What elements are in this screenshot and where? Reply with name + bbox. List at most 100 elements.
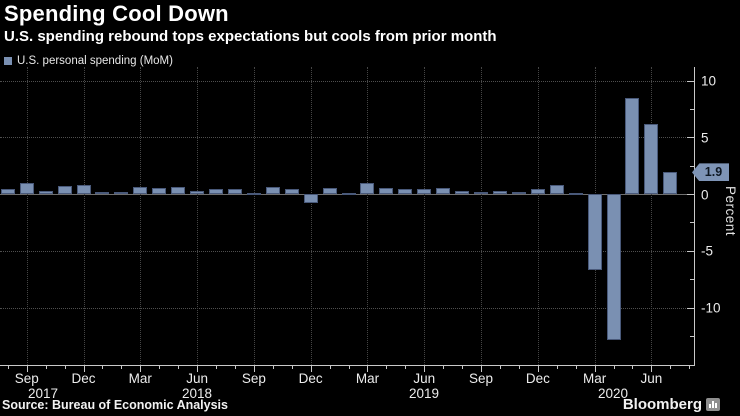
gridline-horizontal — [0, 137, 694, 139]
bar — [549, 184, 564, 194]
x-month-tick — [386, 366, 388, 369]
y-major-tick — [687, 137, 694, 139]
x-tick-label: Dec — [71, 371, 96, 386]
x-tick-label: Sep — [241, 371, 266, 386]
x-quarter-tick — [537, 366, 539, 372]
bar — [152, 188, 167, 194]
bar — [568, 192, 583, 195]
x-tick-label: Jun — [640, 371, 663, 386]
x-year-label: 2018 — [181, 386, 213, 401]
bar — [606, 194, 621, 341]
bar — [436, 188, 451, 194]
x-month-tick — [272, 366, 274, 369]
bar — [209, 189, 224, 194]
gridline-vertical — [26, 67, 28, 365]
gridline-horizontal — [0, 80, 694, 82]
gridline-vertical — [83, 67, 85, 365]
legend: U.S. personal spending (MoM) — [4, 55, 173, 67]
x-quarter-tick — [140, 366, 142, 372]
x-month-tick — [64, 366, 66, 369]
x-quarter-tick — [253, 366, 255, 372]
y-axis-title: Percent — [723, 186, 738, 237]
bar — [322, 188, 337, 194]
bar — [398, 189, 413, 194]
chart-subtitle: U.S. spending rebound tops expectations … — [4, 28, 497, 45]
x-month-tick — [556, 366, 558, 369]
x-month-tick — [613, 366, 615, 369]
x-month-tick — [499, 366, 501, 369]
y-major-tick — [687, 307, 694, 309]
y-minor-tick — [690, 279, 694, 281]
x-tick-label: Dec — [298, 371, 323, 386]
y-major-tick — [687, 194, 694, 195]
x-year-label: 2019 — [408, 386, 440, 401]
x-tick-label: Mar — [583, 371, 607, 386]
legend-swatch-icon — [4, 57, 12, 65]
bar — [417, 189, 432, 194]
bar — [76, 184, 91, 194]
bar — [0, 189, 15, 194]
x-tick-label: Mar — [355, 371, 380, 386]
chart-title: Spending Cool Down — [4, 1, 229, 26]
gridline-horizontal — [0, 307, 694, 309]
bar — [511, 191, 526, 194]
bar — [492, 190, 507, 194]
gridline-vertical — [197, 67, 199, 365]
x-tick-label: Mar — [128, 371, 152, 386]
x-month-tick — [7, 366, 9, 369]
x-month-tick — [159, 366, 161, 369]
gridline-vertical — [481, 67, 483, 365]
bar — [171, 187, 186, 194]
x-quarter-tick — [481, 366, 483, 372]
y-tick-label: -5 — [701, 243, 714, 259]
bar — [57, 186, 72, 194]
bar — [663, 172, 678, 194]
gridline-vertical — [424, 67, 426, 365]
x-quarter-tick — [424, 366, 426, 372]
bar — [95, 191, 110, 194]
bar — [133, 187, 148, 194]
x-tick-label: Jun — [413, 371, 436, 386]
x-year-label: 2017 — [27, 386, 59, 401]
y-tick-label: 10 — [701, 73, 717, 89]
gridline-vertical — [253, 67, 255, 365]
bar — [530, 189, 545, 194]
x-month-tick — [329, 366, 331, 369]
x-month-tick — [670, 366, 672, 369]
x-quarter-tick — [594, 366, 596, 372]
x-month-tick — [45, 366, 47, 369]
y-minor-tick — [690, 165, 694, 167]
bar — [190, 190, 205, 194]
x-month-tick — [632, 366, 634, 369]
x-tick-label: Sep — [469, 371, 494, 386]
x-month-tick — [216, 366, 218, 369]
bar — [360, 182, 375, 194]
last-value-callout: 1.9 — [692, 163, 729, 182]
x-month-tick — [234, 366, 236, 369]
bar — [625, 97, 640, 194]
bar — [114, 191, 129, 194]
y-minor-tick — [690, 108, 694, 110]
bar — [341, 192, 356, 195]
bar — [644, 123, 659, 194]
bloomberg-wordmark: Bloomberg — [622, 396, 702, 413]
x-month-tick — [102, 366, 104, 369]
x-quarter-tick — [651, 366, 653, 372]
x-month-tick — [689, 366, 691, 369]
bar — [246, 192, 261, 195]
x-quarter-tick — [197, 366, 199, 372]
bar — [284, 189, 299, 194]
x-axis-line — [0, 365, 695, 366]
bar — [587, 194, 602, 271]
y-major-tick — [687, 250, 694, 252]
y-tick-label: 0 — [701, 187, 709, 202]
y-minor-tick — [690, 222, 694, 224]
y-tick-label: 5 — [701, 130, 709, 146]
y-axis-line — [694, 67, 695, 366]
x-month-tick — [462, 366, 464, 369]
x-quarter-tick — [367, 366, 369, 372]
x-month-tick — [518, 366, 520, 369]
x-quarter-tick — [310, 366, 312, 372]
